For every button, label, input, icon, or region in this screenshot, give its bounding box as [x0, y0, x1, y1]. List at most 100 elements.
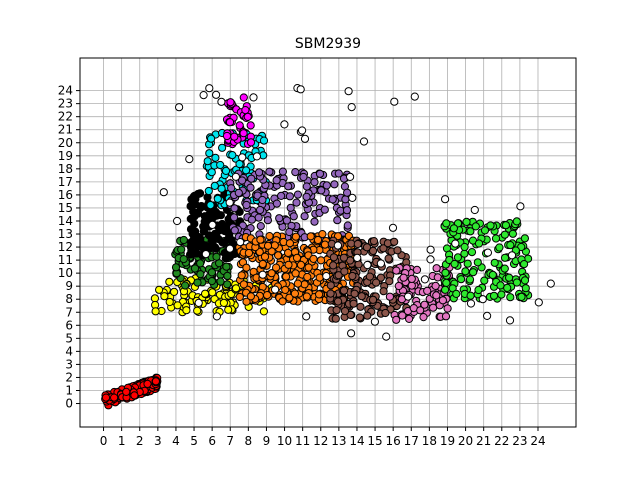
data-point	[369, 246, 378, 255]
x-tick-label: 8	[245, 434, 253, 448]
data-point	[362, 243, 372, 252]
data-point	[289, 212, 298, 221]
data-point	[343, 221, 352, 230]
data-point	[316, 256, 326, 265]
data-point	[363, 311, 372, 320]
data-point	[236, 238, 245, 247]
data-point	[190, 264, 200, 273]
x-tick-label: 11	[295, 434, 310, 448]
data-point	[313, 235, 323, 245]
data-point	[263, 291, 272, 300]
data-point	[370, 317, 379, 326]
data-point	[272, 176, 281, 185]
data-point	[212, 90, 221, 99]
x-tick-label: 17	[404, 434, 419, 448]
data-point	[231, 284, 241, 293]
data-point	[469, 268, 478, 277]
data-point	[393, 246, 402, 255]
data-point	[334, 169, 343, 178]
y-tick-label: 7	[65, 305, 73, 319]
x-tick-label: 13	[331, 434, 346, 448]
data-point	[224, 305, 233, 314]
x-tick-label: 23	[512, 434, 527, 448]
data-point	[491, 234, 501, 243]
data-point	[206, 201, 215, 210]
data-point	[501, 221, 510, 230]
data-point	[225, 198, 234, 207]
data-point	[210, 235, 219, 244]
data-point	[215, 226, 224, 235]
x-tick-label: 21	[476, 434, 491, 448]
data-point	[506, 241, 515, 250]
data-point	[207, 277, 216, 286]
data-point	[284, 260, 293, 269]
data-point	[238, 153, 247, 162]
data-point	[199, 91, 208, 100]
data-point	[242, 166, 251, 175]
data-point	[483, 248, 492, 257]
data-point	[346, 172, 355, 181]
cluster-0	[101, 373, 162, 410]
data-point	[278, 297, 287, 306]
data-point	[441, 285, 450, 294]
data-point	[467, 248, 477, 257]
y-tick-label: 15	[58, 201, 73, 215]
data-point	[255, 168, 264, 177]
data-point	[227, 184, 236, 193]
data-point	[339, 253, 348, 262]
data-point	[293, 190, 302, 199]
data-point	[490, 258, 499, 267]
data-point	[230, 213, 239, 222]
data-point	[438, 296, 447, 305]
data-point	[471, 222, 480, 231]
data-point	[303, 272, 312, 282]
x-tick-label: 24	[530, 434, 545, 448]
data-point	[263, 216, 272, 225]
data-point	[385, 277, 394, 286]
data-point	[478, 295, 487, 304]
data-point	[348, 271, 357, 281]
y-tick-label: 16	[58, 188, 73, 202]
data-point	[275, 214, 284, 223]
data-point	[194, 242, 203, 251]
data-point	[520, 234, 530, 243]
data-point	[246, 183, 255, 192]
data-point	[222, 131, 232, 141]
data-point	[521, 284, 530, 293]
data-point	[151, 307, 160, 316]
data-point	[398, 311, 407, 320]
data-point	[517, 292, 526, 301]
data-point	[357, 292, 366, 301]
data-point	[193, 278, 202, 287]
data-point	[263, 241, 273, 250]
data-point	[473, 258, 482, 267]
data-point	[212, 252, 221, 261]
data-point	[260, 252, 270, 261]
data-point	[285, 239, 294, 248]
data-point	[110, 393, 119, 402]
data-point	[328, 195, 337, 204]
data-point	[463, 259, 472, 268]
data-point	[330, 180, 339, 189]
data-point	[500, 230, 509, 239]
data-point	[207, 268, 216, 277]
data-point	[234, 188, 243, 197]
data-point	[143, 379, 152, 388]
x-tick-label: 10	[277, 434, 292, 448]
data-point	[300, 212, 309, 221]
data-point	[212, 312, 221, 321]
data-point	[320, 205, 329, 214]
data-point	[171, 263, 181, 272]
data-point	[379, 244, 388, 253]
y-tick-label: 1	[65, 383, 73, 397]
data-point	[292, 198, 301, 207]
data-point	[466, 227, 475, 236]
data-point	[181, 281, 190, 290]
data-point	[317, 186, 326, 195]
data-point	[349, 299, 358, 308]
x-tick-label: 2	[136, 434, 144, 448]
y-tick-label: 6	[65, 318, 73, 332]
data-point	[340, 267, 349, 276]
data-point	[322, 272, 331, 281]
y-tick-label: 17	[58, 175, 73, 189]
